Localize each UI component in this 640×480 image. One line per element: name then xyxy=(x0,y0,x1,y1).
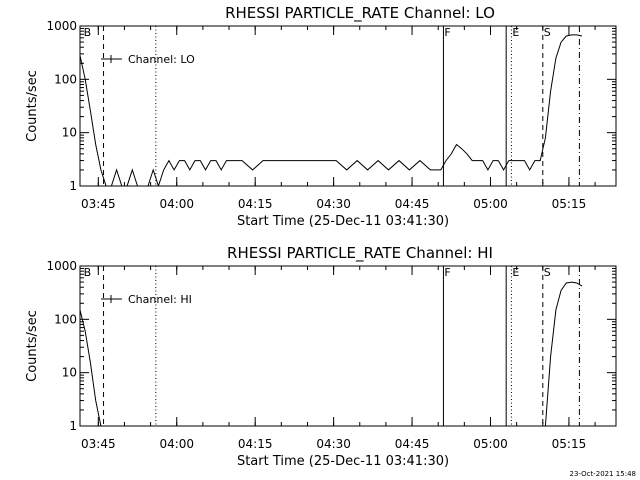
chart-title: RHESSI PARTICLE_RATE Channel: LO xyxy=(225,4,495,23)
legend-label: Channel: HI xyxy=(128,293,192,306)
legend-label: Channel: LO xyxy=(128,53,195,66)
data-series-line xyxy=(80,309,102,426)
x-tick-label: 05:15 xyxy=(552,197,587,211)
footer-timestamp: 23-Oct-2021 15:48 xyxy=(570,470,636,478)
x-tick-label: 04:30 xyxy=(316,197,351,211)
x-tick-label: 05:15 xyxy=(552,437,587,451)
data-series-line xyxy=(80,34,583,186)
x-axis-label: Start Time (25-Dec-11 03:41:30) xyxy=(237,214,449,229)
x-tick-label: 05:00 xyxy=(473,437,508,451)
y-tick-label: 10 xyxy=(62,126,77,140)
event-marker-label: E xyxy=(512,266,519,279)
x-tick-label: 04:30 xyxy=(316,437,351,451)
x-tick-label: 04:15 xyxy=(238,437,273,451)
y-axis-label: Counts/sec xyxy=(25,70,40,142)
event-marker-label: B xyxy=(84,26,92,39)
x-tick-label: 04:00 xyxy=(159,197,194,211)
plot-frame xyxy=(79,265,617,427)
y-tick-label: 1000 xyxy=(46,19,77,33)
event-marker-label: F xyxy=(444,26,450,39)
x-tick-label: 04:45 xyxy=(395,437,430,451)
x-tick-label: 03:45 xyxy=(81,437,116,451)
x-tick-label: 04:00 xyxy=(159,437,194,451)
y-tick-label: 100 xyxy=(54,312,77,326)
chart-title: RHESSI PARTICLE_RATE Channel: HI xyxy=(227,244,493,263)
chart-panel-lo: RHESSI PARTICLE_RATE Channel: LO 1 10 100 10… xyxy=(25,4,617,229)
event-marker-label: F xyxy=(444,266,450,279)
event-marker-label: B xyxy=(84,266,92,279)
x-tick-label: 05:00 xyxy=(473,197,508,211)
y-tick-label: 1000 xyxy=(46,259,77,273)
y-tick-label: 1 xyxy=(69,179,77,193)
y-tick-label: 10 xyxy=(62,366,77,380)
x-axis-label: Start Time (25-Dec-11 03:41:30) xyxy=(237,454,449,469)
y-tick-label: 1 xyxy=(69,419,77,433)
y-axis-label: Counts/sec xyxy=(25,310,40,382)
event-marker-label: S xyxy=(544,26,551,39)
x-tick-label: 03:45 xyxy=(81,197,116,211)
data-series-line xyxy=(544,281,583,426)
event-marker-label: E xyxy=(512,26,519,39)
event-marker-label: S xyxy=(544,266,551,279)
plot-frame xyxy=(79,25,617,187)
chart-panel-hi: RHESSI PARTICLE_RATE Channel: HI 1 10 100 10… xyxy=(25,244,617,469)
x-tick-label: 04:15 xyxy=(238,197,273,211)
x-tick-label: 04:45 xyxy=(395,197,430,211)
y-tick-label: 100 xyxy=(54,72,77,86)
